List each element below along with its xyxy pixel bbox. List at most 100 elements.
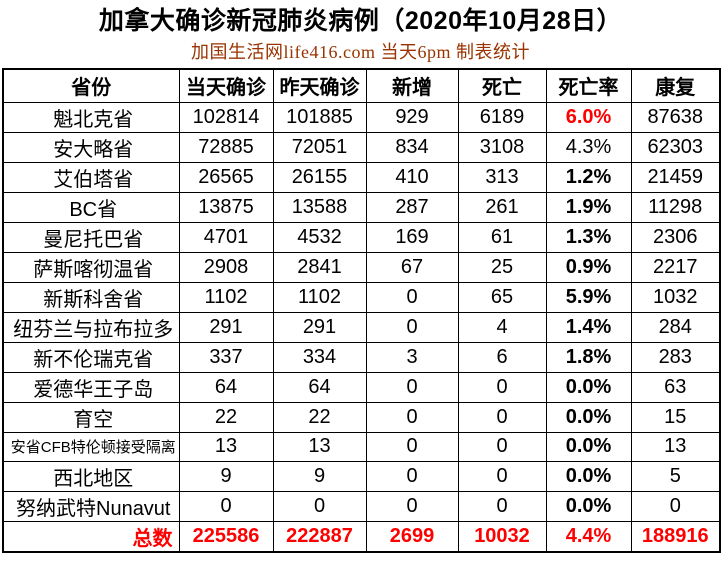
covid-stats-table: 省份 当天确诊 昨天确诊 新增 死亡 死亡率 康复 魁北克省 102814 101885 929 6… (2, 68, 721, 553)
today-cell: 1102 (178, 281, 274, 313)
subtitle-watermark: 加国生活网life416.com 当天6pm 制表统计 (191, 42, 530, 62)
new_cases-cell: 67 (365, 251, 459, 283)
recovered-cell: 21459 (630, 161, 721, 193)
province-cell: 曼尼托巴省 (2, 221, 180, 253)
today-cell: 26565 (178, 161, 274, 193)
column-header: 省份 (2, 68, 180, 103)
today-cell: 13875 (178, 191, 274, 223)
recovered-cell: 63 (630, 371, 721, 403)
death_rate-cell: 0.0% (545, 431, 632, 462)
death_rate-cell: 1.3% (545, 221, 632, 253)
today-cell: 64 (178, 371, 274, 403)
total-recovered-cell: 188916 (630, 520, 721, 553)
deaths-cell: 0 (457, 460, 547, 492)
province-cell: 西北地区 (2, 460, 180, 492)
recovered-cell: 1032 (630, 281, 721, 313)
table-row: 艾伯塔省 26565 26155 410 313 1.2% 21459 (2, 161, 721, 193)
yesterday-cell: 2841 (272, 251, 367, 283)
death_rate-cell: 0.0% (545, 490, 632, 522)
yesterday-cell: 13 (272, 431, 367, 462)
death_rate-cell: 4.3% (545, 131, 632, 163)
recovered-cell: 87638 (630, 101, 721, 133)
death_rate-cell: 0.0% (545, 401, 632, 433)
province-cell: 育空 (2, 401, 180, 433)
table-row: 西北地区 9 9 0 0 0.0% 5 (2, 460, 721, 492)
deaths-cell: 3108 (457, 131, 547, 163)
yesterday-cell: 4532 (272, 221, 367, 253)
table-row: 新斯科舍省 1102 1102 0 65 5.9% 1032 (2, 281, 721, 313)
new_cases-cell: 0 (365, 490, 459, 522)
table-row: 育空 22 22 0 0 0.0% 15 (2, 401, 721, 433)
table-row: 曼尼托巴省 4701 4532 169 61 1.3% 2306 (2, 221, 721, 253)
yesterday-cell: 9 (272, 460, 367, 492)
recovered-cell: 0 (630, 490, 721, 522)
column-header: 死亡率 (545, 68, 632, 103)
new_cases-cell: 0 (365, 401, 459, 433)
column-header: 死亡 (457, 68, 547, 103)
deaths-cell: 25 (457, 251, 547, 283)
yesterday-cell: 334 (272, 341, 367, 373)
table-row: 纽芬兰与拉布拉多 291 291 0 4 1.4% 284 (2, 311, 721, 343)
total-today-cell: 225586 (178, 520, 274, 553)
death_rate-cell: 0.0% (545, 371, 632, 403)
death_rate-cell: 1.2% (545, 161, 632, 193)
new_cases-cell: 0 (365, 281, 459, 313)
province-cell: 努纳武特Nunavut (2, 490, 180, 522)
province-cell: 萨斯喀彻温省 (2, 251, 180, 283)
death_rate-cell: 6.0% (545, 101, 632, 133)
table-row: 努纳武特Nunavut 0 0 0 0 0.0% 0 (2, 490, 721, 522)
today-cell: 337 (178, 341, 274, 373)
today-cell: 0 (178, 490, 274, 522)
death_rate-cell: 1.4% (545, 311, 632, 343)
deaths-cell: 4 (457, 311, 547, 343)
province-cell: 艾伯塔省 (2, 161, 180, 193)
column-header: 新增 (365, 68, 459, 103)
new_cases-cell: 287 (365, 191, 459, 223)
table-row: 安大略省 72885 72051 834 3108 4.3% 62303 (2, 131, 721, 163)
yesterday-cell: 291 (272, 311, 367, 343)
new_cases-cell: 410 (365, 161, 459, 193)
deaths-cell: 0 (457, 401, 547, 433)
yesterday-cell: 72051 (272, 131, 367, 163)
total-label-cell: 总数 (2, 520, 180, 553)
recovered-cell: 284 (630, 311, 721, 343)
province-cell: 新斯科舍省 (2, 281, 180, 313)
total-death_rate-cell: 4.4% (545, 520, 632, 553)
death_rate-cell: 1.9% (545, 191, 632, 223)
total-new_cases-cell: 2699 (365, 520, 459, 553)
province-cell: 安省CFB特伦顿接受隔离 (2, 431, 180, 462)
recovered-cell: 15 (630, 401, 721, 433)
total-yesterday-cell: 222887 (272, 520, 367, 553)
table-row: 萨斯喀彻温省 2908 2841 67 25 0.9% 2217 (2, 251, 721, 283)
table-row: BC省 13875 13588 287 261 1.9% 11298 (2, 191, 721, 223)
today-cell: 2908 (178, 251, 274, 283)
page-title: 加拿大确诊新冠肺炎病例（2020年10月28日） (98, 7, 623, 35)
recovered-cell: 13 (630, 431, 721, 462)
column-header: 昨天确诊 (272, 68, 367, 103)
new_cases-cell: 834 (365, 131, 459, 163)
recovered-cell: 62303 (630, 131, 721, 163)
new_cases-cell: 169 (365, 221, 459, 253)
recovered-cell: 2306 (630, 221, 721, 253)
today-cell: 4701 (178, 221, 274, 253)
province-cell: 爱德华王子岛 (2, 371, 180, 403)
death_rate-cell: 0.9% (545, 251, 632, 283)
table-row: 魁北克省 102814 101885 929 6189 6.0% 87638 (2, 101, 721, 133)
deaths-cell: 313 (457, 161, 547, 193)
recovered-cell: 2217 (630, 251, 721, 283)
new_cases-cell: 0 (365, 460, 459, 492)
province-cell: 安大略省 (2, 131, 180, 163)
new_cases-cell: 0 (365, 311, 459, 343)
today-cell: 102814 (178, 101, 274, 133)
yesterday-cell: 101885 (272, 101, 367, 133)
deaths-cell: 6189 (457, 101, 547, 133)
province-cell: 魁北克省 (2, 101, 180, 133)
yesterday-cell: 22 (272, 401, 367, 433)
yesterday-cell: 1102 (272, 281, 367, 313)
death_rate-cell: 0.0% (545, 460, 632, 492)
today-cell: 13 (178, 431, 274, 462)
yesterday-cell: 13588 (272, 191, 367, 223)
yesterday-cell: 0 (272, 490, 367, 522)
table-row: 安省CFB特伦顿接受隔离 13 13 0 0 0.0% 13 (2, 431, 721, 462)
new_cases-cell: 929 (365, 101, 459, 133)
